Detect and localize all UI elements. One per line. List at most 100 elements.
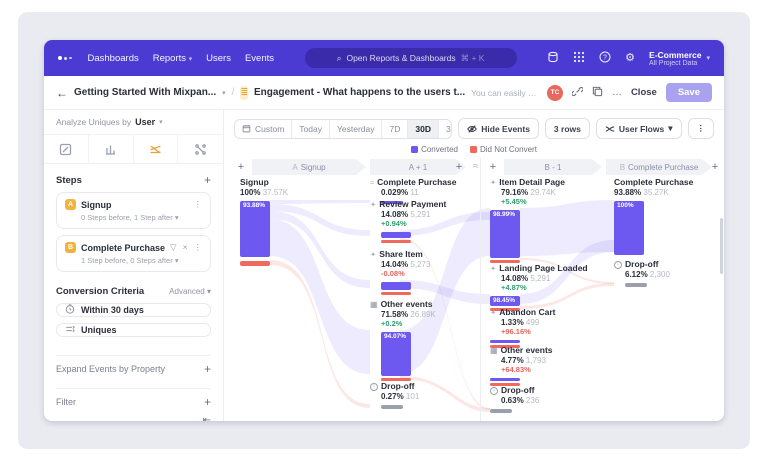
- step-card-a[interactable]: A Signup ⋮ 0 Steps before, 1 Step after …: [56, 192, 211, 229]
- flow-node-review-payment[interactable]: ✦ Review Payment 14.08% 5,291 +0.94%: [370, 200, 474, 243]
- tab-flows[interactable]: [133, 135, 179, 163]
- flow-node-dropoff-b[interactable]: ↓ Drop-off 6.12% 2,300: [614, 260, 720, 287]
- step-expand-setting[interactable]: 0 Steps before, 1 Step after ▾: [81, 213, 179, 222]
- range-custom[interactable]: Custom: [235, 119, 293, 138]
- converted-bar[interactable]: 98.99%: [490, 210, 520, 258]
- nav-reports[interactable]: Reports ▾: [152, 52, 193, 64]
- apps-grid-icon[interactable]: [573, 51, 585, 66]
- range-30d-selected[interactable]: 30D: [408, 119, 439, 138]
- column-header-a-signup[interactable]: A Signup: [252, 159, 366, 175]
- report-toolbar: Custom Today Yesterday 7D 30D 3M 6M 12M …: [224, 110, 724, 142]
- chart-more-options-button[interactable]: ⋮: [687, 118, 714, 139]
- range-7d[interactable]: 7D: [382, 119, 409, 138]
- mixpanel-logo-icon[interactable]: [58, 56, 72, 60]
- step-expand-setting[interactable]: 1 Step before, 0 Steps after ▾: [81, 256, 179, 265]
- project-switcher[interactable]: E-Commerce All Project Data ▾: [649, 50, 710, 67]
- did-not-convert-bar[interactable]: [490, 383, 520, 386]
- kebab-menu-icon[interactable]: ⋮: [193, 242, 203, 252]
- close-button[interactable]: Close: [630, 87, 657, 98]
- flow-node-item-detail-page[interactable]: ✦ Item Detail Page 79.16% 29.74K +5.45% 9…: [490, 178, 606, 263]
- converted-bar[interactable]: 93.88%: [240, 201, 270, 257]
- view-type-dropdown[interactable]: User Flows ▾: [595, 118, 682, 139]
- range-yesterday[interactable]: Yesterday: [330, 119, 383, 138]
- converted-bar[interactable]: [490, 378, 520, 381]
- converted-bar[interactable]: 100%: [614, 201, 644, 255]
- global-search-input[interactable]: ⌕ Open Reports & Dashboards ⌘ + K: [304, 48, 517, 68]
- did-not-convert-bar[interactable]: [490, 260, 520, 263]
- did-not-convert-bar[interactable]: [381, 240, 411, 243]
- back-arrow-icon[interactable]: ←: [56, 85, 68, 100]
- add-column-before-a-button[interactable]: +: [237, 161, 245, 173]
- nav-events[interactable]: Events: [244, 52, 275, 64]
- add-column-before-b-button[interactable]: +: [489, 161, 497, 173]
- flow-node-complete-purchase-a1[interactable]: ≈ Complete Purchase 0.029% 11: [370, 178, 474, 204]
- range-today[interactable]: Today: [292, 119, 330, 138]
- rows-count-button[interactable]: 3 rows: [544, 118, 590, 139]
- step-card-b[interactable]: B Complete Purchase ▽ × ⋮ 1 Step before,…: [56, 235, 211, 272]
- flow-column-complete-purchase: Complete Purchase 93.88% 35.27K 100% ↓ Dr…: [614, 178, 720, 421]
- add-filter-button[interactable]: +: [203, 395, 211, 409]
- flow-node-landing-page-loaded[interactable]: ✦ Landing Page Loaded 14.08% 5,291 +4.87%…: [490, 264, 606, 311]
- converted-bar[interactable]: [381, 201, 403, 204]
- chevron-down-icon[interactable]: ▾: [222, 89, 226, 97]
- share-link-icon[interactable]: [571, 86, 584, 100]
- column-header-b-complete-purchase[interactable]: B Complete Purchase: [606, 159, 712, 175]
- help-icon[interactable]: ?: [599, 51, 611, 66]
- flow-node-signup[interactable]: Signup 100% 37.57K 93.88%: [240, 178, 360, 266]
- filter-icon[interactable]: ▽: [170, 242, 177, 252]
- counting-method-card[interactable]: Uniques: [56, 323, 211, 337]
- flow-node-other-events-a1[interactable]: ▦ Other events 71.58% 26.89K +0.2% 94.07%: [370, 300, 474, 381]
- did-not-convert-bar[interactable]: [240, 261, 270, 266]
- drop-off-bar[interactable]: [625, 283, 647, 287]
- breadcrumb-board-name[interactable]: Getting Started With Mixpan...: [74, 87, 217, 98]
- search-shortcut: ⌘ + K: [460, 52, 485, 63]
- nav-users[interactable]: Users: [206, 52, 231, 64]
- flow-node-other-events-b1[interactable]: ▦ Other events 4.77% 1,793 +64.83%: [490, 346, 606, 386]
- expand-events-row[interactable]: Expand Events by Property +: [56, 355, 211, 382]
- data-management-icon[interactable]: [547, 51, 559, 66]
- remove-step-icon[interactable]: ×: [182, 242, 188, 252]
- flow-node-dropoff-b1[interactable]: ↓ Drop-off 0.63% 236: [490, 386, 606, 413]
- hide-events-button[interactable]: Hide Events: [458, 118, 539, 139]
- analyze-by-value[interactable]: User: [135, 117, 156, 127]
- settings-gear-icon[interactable]: ⚙: [625, 51, 636, 64]
- did-not-convert-bar[interactable]: [381, 292, 411, 295]
- nav-dashboards[interactable]: Dashboards: [87, 52, 139, 64]
- collapse-sidebar-icon[interactable]: ⇤: [202, 415, 211, 421]
- conversion-window-card[interactable]: Within 30 days: [56, 303, 211, 317]
- add-expand-property-button[interactable]: +: [203, 362, 211, 376]
- kebab-menu-icon[interactable]: ⋮: [193, 199, 203, 209]
- avatar[interactable]: TC: [546, 84, 563, 101]
- advanced-dropdown[interactable]: Advanced ▾: [169, 287, 211, 296]
- drop-off-bar[interactable]: [381, 405, 403, 409]
- add-column-after-b-button[interactable]: +: [711, 161, 719, 173]
- chevron-down-icon[interactable]: ▾: [159, 119, 163, 126]
- vertical-scrollbar[interactable]: [720, 218, 723, 274]
- converted-bar[interactable]: [381, 282, 411, 290]
- converted-bar[interactable]: 98.45%: [490, 296, 520, 306]
- filter-row[interactable]: Filter +: [56, 388, 211, 415]
- flow-node-dropoff-a1[interactable]: ↓ Drop-off 0.27% 101: [370, 382, 474, 409]
- report-title[interactable]: Engagement - What happens to the users t…: [253, 87, 466, 98]
- column-header-b-minus-1[interactable]: B - 1: [504, 159, 602, 175]
- column-header-a-plus-1[interactable]: A + 1: [370, 159, 466, 175]
- did-not-convert-bar[interactable]: [490, 345, 520, 348]
- did-not-convert-bar[interactable]: [490, 308, 520, 311]
- range-3m[interactable]: 3M: [439, 120, 451, 138]
- converted-bar[interactable]: 94.07%: [381, 332, 411, 376]
- add-step-button[interactable]: +: [203, 173, 211, 187]
- save-button[interactable]: Save: [665, 83, 712, 102]
- tab-insights[interactable]: [44, 135, 89, 163]
- did-not-convert-bar[interactable]: [381, 378, 411, 381]
- flow-node-complete-purchase-b[interactable]: Complete Purchase 93.88% 35.27K 100%: [614, 178, 720, 255]
- flow-node-share-item[interactable]: ✦ Share Item 14.04% 5,273 -0.08%: [370, 250, 474, 295]
- tab-funnels[interactable]: [88, 135, 134, 163]
- drop-off-bar[interactable]: [490, 409, 512, 413]
- flow-node-abandon-cart[interactable]: ✦ Abandon Cart 1.33% 499 +96.16%: [490, 308, 606, 348]
- copy-icon[interactable]: [592, 86, 603, 100]
- add-column-after-a-button[interactable]: +: [455, 161, 463, 173]
- more-actions-icon[interactable]: …: [611, 86, 622, 98]
- converted-bar[interactable]: [381, 232, 411, 238]
- converted-bar[interactable]: [490, 340, 520, 343]
- tab-retention[interactable]: [178, 135, 223, 163]
